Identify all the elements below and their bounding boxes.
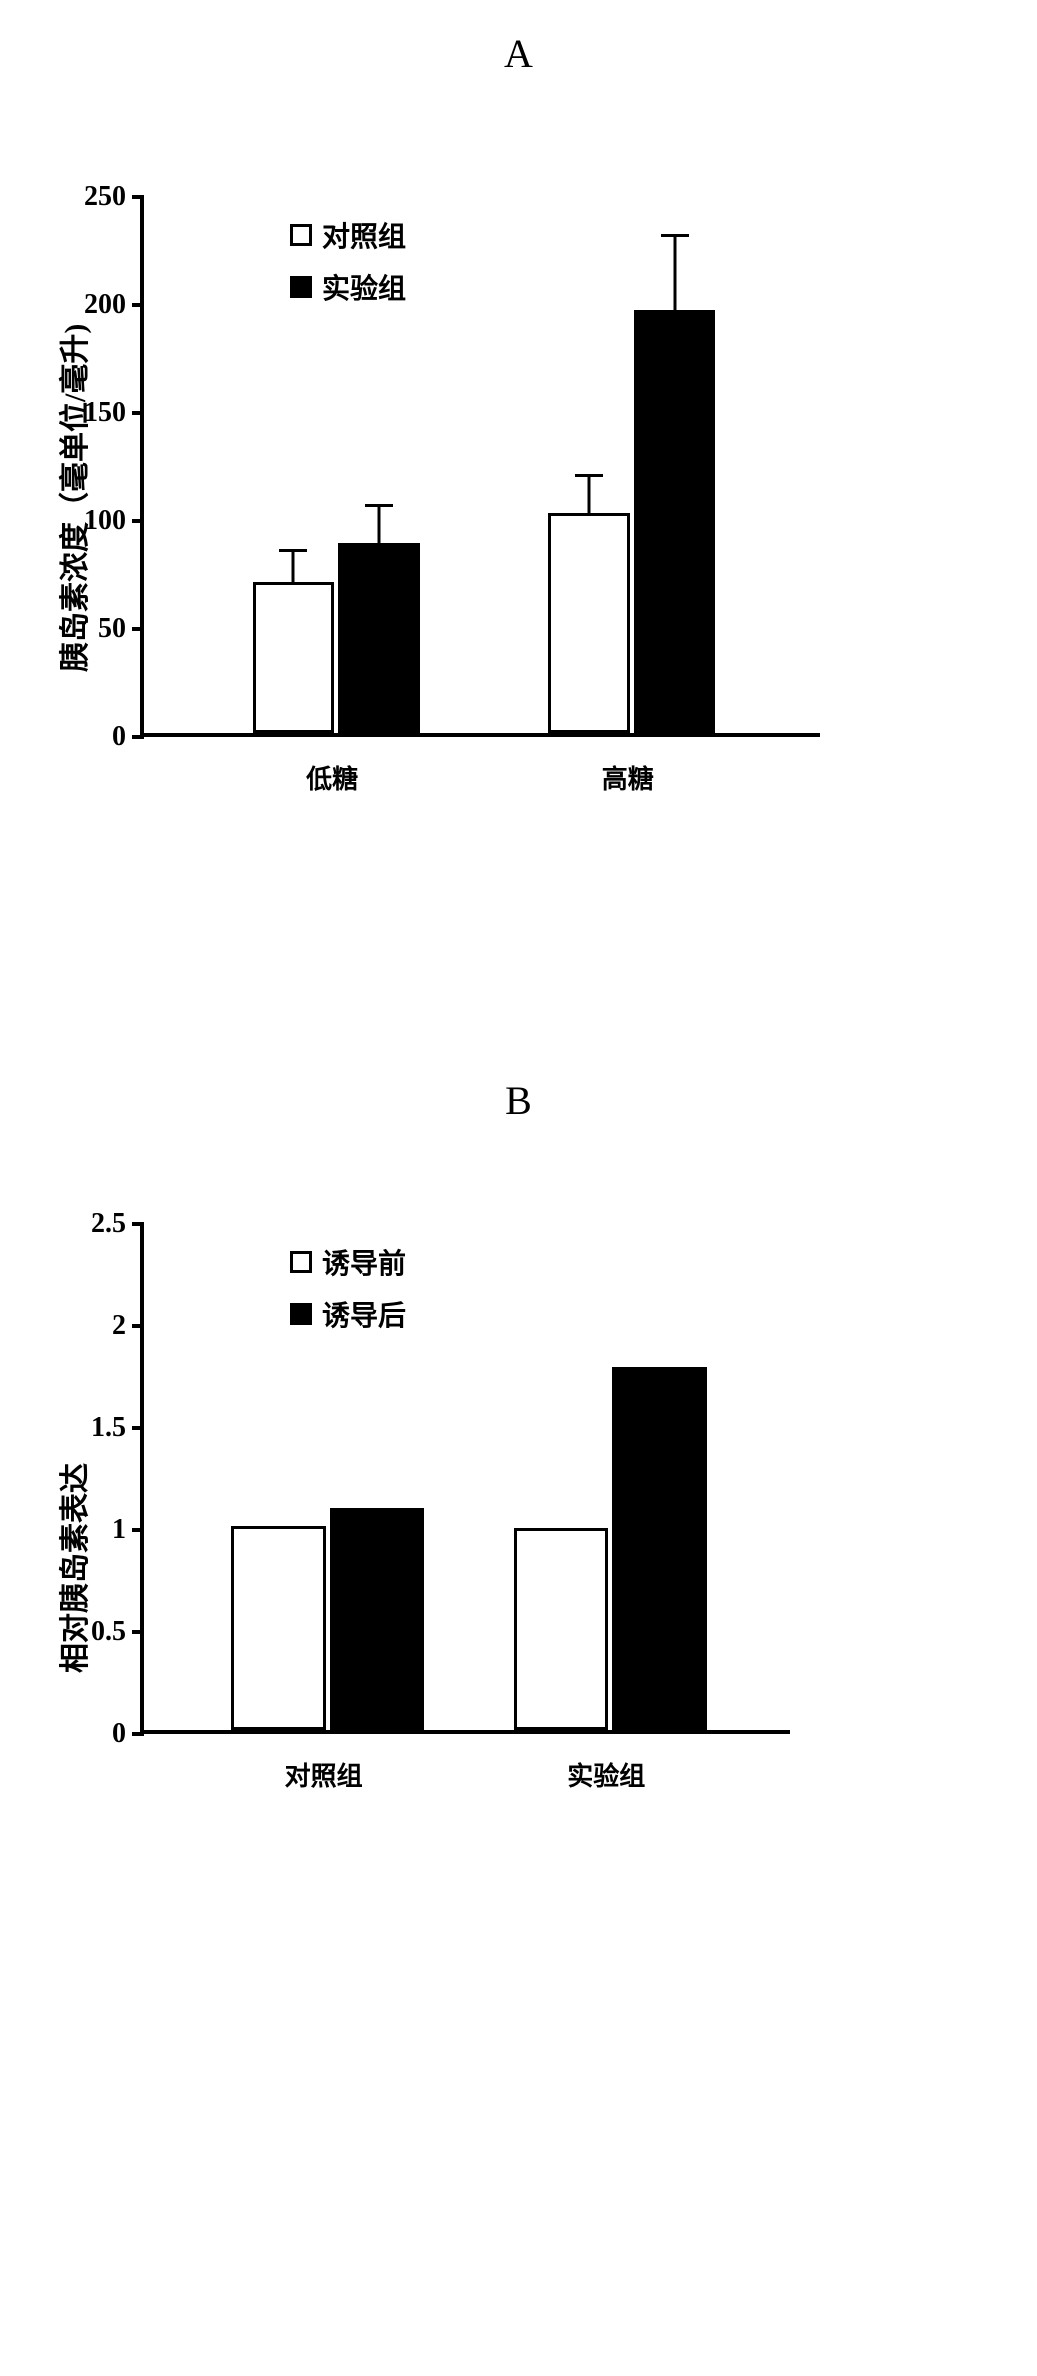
panelB-legend-text: 诱导后 xyxy=(322,1294,406,1334)
panelA-errorbar-stem xyxy=(673,234,676,310)
panelB-legend: 诱导前诱导后 xyxy=(290,1242,406,1346)
panelA-legend-text: 对照组 xyxy=(322,215,406,255)
panelB-ytick-label: 0.5 xyxy=(91,1616,126,1648)
panelB-ytick-label: 2.5 xyxy=(91,1208,126,1240)
panelA-errorbar-cap xyxy=(365,504,393,507)
panelA-legend-swatch xyxy=(290,276,312,298)
panelB-bar xyxy=(612,1367,706,1730)
panelB-legend-swatch xyxy=(290,1303,312,1325)
page: A 050100150200250胰岛素浓度（毫单位/毫升)低糖高糖对照组实验组… xyxy=(0,30,1037,1864)
panelA-ytick-mark xyxy=(132,303,144,307)
panelA-ytick-label: 200 xyxy=(84,289,126,321)
panelA-ytick-label: 0 xyxy=(112,721,126,753)
panelB-ytick-label: 1 xyxy=(112,1514,126,1546)
panelB-xcategory-label: 对照组 xyxy=(285,1756,363,1793)
panelB-ytick-label: 0 xyxy=(112,1718,126,1750)
panelB-ytick-mark xyxy=(132,1222,144,1226)
panelB-legend-item: 诱导后 xyxy=(290,1294,406,1334)
panelB-ytick-mark xyxy=(132,1528,144,1532)
panelB-ytick-mark xyxy=(132,1732,144,1736)
panelA-xcategory-label: 高糖 xyxy=(602,759,654,796)
panelB-ylabel: 相对胰岛素表达 xyxy=(50,1463,94,1673)
panelA-bar xyxy=(253,582,335,733)
panelA-errorbar-cap xyxy=(575,474,603,477)
panel-b-label: B xyxy=(0,1077,1037,1124)
panelB-ytick-mark xyxy=(132,1630,144,1634)
panelA-legend-item: 对照组 xyxy=(290,215,406,255)
panelA-errorbar-stem xyxy=(292,549,295,581)
panelB-ytick-label: 2 xyxy=(112,1310,126,1342)
panelB-legend-text: 诱导前 xyxy=(322,1242,406,1282)
panelA-errorbar-cap xyxy=(661,234,689,237)
panelA-legend-swatch xyxy=(290,224,312,246)
chart-a: 050100150200250胰岛素浓度（毫单位/毫升)低糖高糖对照组实验组 xyxy=(140,197,820,737)
panelA-ytick-mark xyxy=(132,627,144,631)
panelA-ytick-label: 250 xyxy=(84,181,126,213)
chart-b: 00.511.522.5相对胰岛素表达对照组实验组诱导前诱导后 xyxy=(140,1224,790,1734)
panelA-ytick-mark xyxy=(132,411,144,415)
panelA-ytick-mark xyxy=(132,735,144,739)
panelB-plot-area: 00.511.522.5 xyxy=(140,1224,790,1734)
panel-a-label: A xyxy=(0,30,1037,77)
panelA-errorbar-stem xyxy=(377,504,380,543)
panelA-legend: 对照组实验组 xyxy=(290,215,406,319)
panelB-bar xyxy=(330,1508,424,1730)
panelB-ytick-mark xyxy=(132,1426,144,1430)
panelB-legend-item: 诱导前 xyxy=(290,1242,406,1282)
panelA-ylabel: 胰岛素浓度（毫单位/毫升) xyxy=(50,324,94,672)
panelA-ytick-mark xyxy=(132,519,144,523)
panelA-legend-item: 实验组 xyxy=(290,267,406,307)
panelA-errorbar-stem xyxy=(588,474,591,513)
chart-b-wrap: 00.511.522.5相对胰岛素表达对照组实验组诱导前诱导后 xyxy=(140,1224,1037,1864)
panelA-errorbar-cap xyxy=(279,549,307,552)
panelA-ytick-label: 50 xyxy=(98,613,126,645)
panelB-bar xyxy=(231,1526,325,1730)
panelA-plot-area: 050100150200250 xyxy=(140,197,820,737)
panelA-bar xyxy=(548,513,630,733)
chart-a-wrap: 050100150200250胰岛素浓度（毫单位/毫升)低糖高糖对照组实验组 xyxy=(140,197,1037,857)
panelB-xcategory-label: 实验组 xyxy=(567,1756,645,1793)
panelA-xcategory-label: 低糖 xyxy=(306,759,358,796)
panelA-bar xyxy=(634,310,716,733)
panelB-bar xyxy=(514,1528,608,1730)
panelB-legend-swatch xyxy=(290,1251,312,1273)
panelB-ytick-label: 1.5 xyxy=(91,1412,126,1444)
panelB-ytick-mark xyxy=(132,1324,144,1328)
panelA-legend-text: 实验组 xyxy=(322,267,406,307)
panelA-ytick-mark xyxy=(132,195,144,199)
panelA-bar xyxy=(338,543,420,733)
